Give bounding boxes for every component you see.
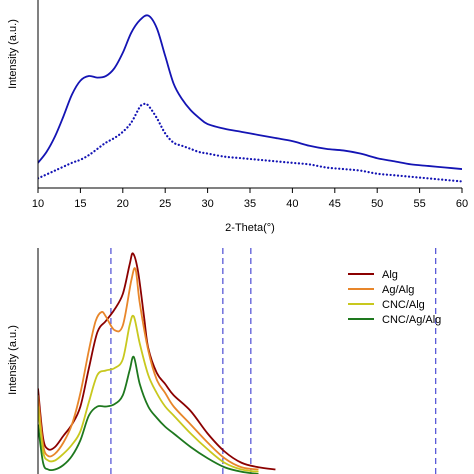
series-line-cnc-alg <box>38 314 259 473</box>
x-tick-label: 20 <box>117 198 129 210</box>
x-tick-label: 40 <box>286 198 298 210</box>
bottom-chart: Intensity (a.u.) Alg Ag/Alg CNC/Alg CNC/Ag/… <box>7 248 441 474</box>
top-y-axis-title: Intensity (a.u.) <box>7 19 19 89</box>
legend-label: Ag/Alg <box>382 284 414 296</box>
x-tick-label: 25 <box>159 198 171 210</box>
x-tick-label: 45 <box>329 198 341 210</box>
x-tick-label: 35 <box>244 198 256 210</box>
legend-label: CNC/Ag/Alg <box>382 314 441 326</box>
top-x-axis-title: 2-Theta(°) <box>225 222 275 234</box>
x-tick-label: 30 <box>201 198 213 210</box>
top-x-ticks: 10 15 20 25 30 35 40 45 50 55 60 <box>32 188 468 210</box>
bottom-y-axis-title: Intensity (a.u.) <box>7 325 19 395</box>
bottom-series-group <box>38 252 276 474</box>
x-tick-label: 15 <box>74 198 86 210</box>
x-tick-label: 10 <box>32 198 44 210</box>
bottom-reference-lines <box>110 248 437 474</box>
series-line-ag-alg <box>38 267 259 471</box>
series-line-cnc-ag-alg <box>38 355 259 474</box>
x-tick-label: 55 <box>413 198 425 210</box>
solid-series-line <box>38 14 462 170</box>
legend-label: Alg <box>382 269 398 281</box>
x-tick-label: 60 <box>456 198 468 210</box>
top-series-group <box>38 14 462 183</box>
dotted-series-line <box>38 102 462 183</box>
legend: Alg Ag/Alg CNC/Alg CNC/Ag/Alg <box>348 269 441 326</box>
legend-label: CNC/Alg <box>382 299 425 311</box>
x-tick-label: 50 <box>371 198 383 210</box>
top-chart: 10 15 20 25 30 35 40 45 50 55 60 2-Theta(°) Intens… <box>7 0 468 234</box>
series-line-alg <box>38 252 276 471</box>
